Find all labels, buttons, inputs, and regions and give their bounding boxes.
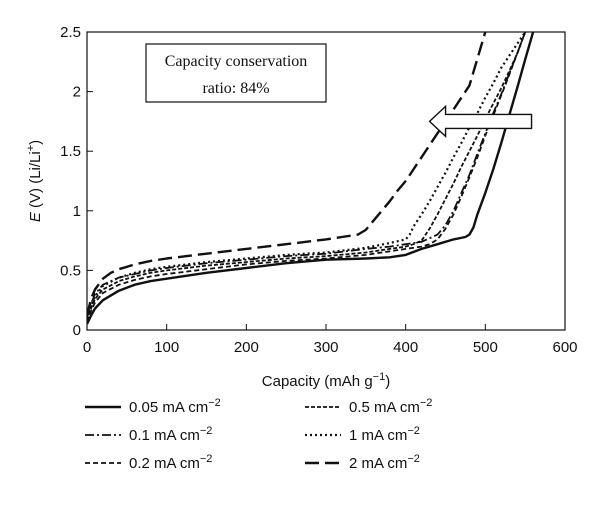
x-tick-label: 100 bbox=[154, 339, 179, 356]
legend-label-5: 1 mA cm−2 bbox=[349, 425, 420, 444]
x-tick-label: 300 bbox=[313, 339, 338, 356]
y-tick-label: 2 bbox=[73, 84, 81, 101]
axes-layer: 0 100 200 300 400 500 600 0 0.5 1 1.5 2 2.5 Capacity … bbox=[25, 24, 578, 390]
series-line-1 bbox=[87, 32, 535, 325]
legend-label-2: 0.1 mA cm−2 bbox=[129, 425, 212, 444]
annotation-layer: Capacity conservation ratio: 84% bbox=[145, 43, 327, 103]
x-tick-label: 200 bbox=[234, 339, 259, 356]
arrow-layer bbox=[428, 104, 533, 139]
y-tick-label: 0 bbox=[73, 322, 81, 339]
annotation-line-2: ratio: 84% bbox=[202, 80, 269, 97]
legend-label-3: 0.2 mA cm−2 bbox=[129, 453, 212, 472]
y-tick-label: 2.5 bbox=[60, 24, 81, 41]
y-tick-label: 1 bbox=[73, 203, 81, 220]
y-tick-label: 1.5 bbox=[60, 143, 81, 160]
x-tick-label: 0 bbox=[83, 339, 91, 356]
series-line-6 bbox=[87, 32, 487, 316]
x-axis-title: Capacity (mAh g−1) bbox=[262, 371, 390, 390]
x-tick-label: 400 bbox=[393, 339, 418, 356]
legend-label-6: 2 mA cm−2 bbox=[349, 453, 420, 472]
y-tick-label: 0.5 bbox=[60, 262, 81, 279]
rate-arrow bbox=[428, 104, 533, 139]
legend-label-1: 0.05 mA cm−2 bbox=[129, 397, 221, 416]
annotation-box bbox=[145, 43, 327, 103]
legend: 0.05 mA cm−2 0.1 mA cm−2 0.2 mA cm−2 0.5 mA… bbox=[85, 397, 432, 472]
series-line-5 bbox=[87, 32, 527, 319]
annotation-line-1: Capacity conservation bbox=[165, 53, 308, 70]
x-tick-label: 500 bbox=[473, 339, 498, 356]
x-tick-label: 600 bbox=[552, 339, 577, 356]
legend-label-4: 0.5 mA cm−2 bbox=[349, 397, 432, 416]
y-axis-title: E (V) (Li/Li+) bbox=[25, 140, 44, 222]
